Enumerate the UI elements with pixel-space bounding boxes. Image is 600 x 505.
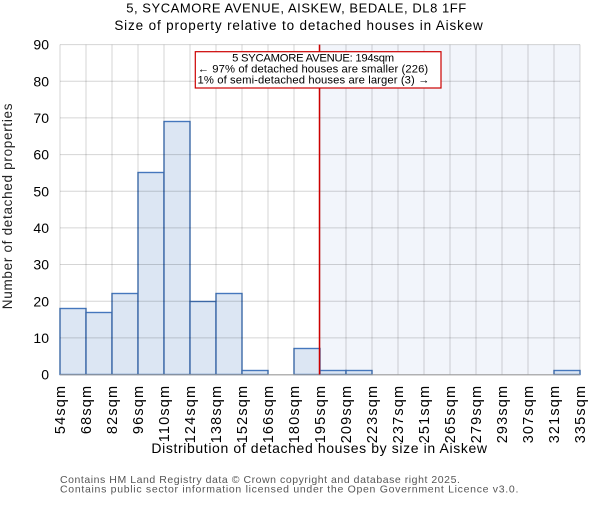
- svg-text:321sqm: 321sqm: [547, 385, 563, 444]
- svg-text:50: 50: [33, 183, 49, 199]
- svg-text:5, SYCAMORE AVENUE, AISKEW, BE: 5, SYCAMORE AVENUE, AISKEW, BEDALE, DL8 …: [126, 0, 467, 15]
- svg-text:10: 10: [33, 330, 49, 346]
- svg-text:30: 30: [33, 257, 49, 273]
- svg-text:80: 80: [33, 73, 49, 89]
- svg-text:265sqm: 265sqm: [443, 385, 459, 444]
- svg-text:40: 40: [33, 220, 49, 236]
- svg-text:152sqm: 152sqm: [235, 385, 251, 444]
- svg-text:82sqm: 82sqm: [105, 385, 121, 434]
- svg-text:Contains public sector informa: Contains public sector information licen…: [60, 484, 519, 496]
- svg-text:0: 0: [41, 367, 49, 383]
- svg-text:Number of detached properties: Number of detached properties: [0, 103, 15, 309]
- svg-text:166sqm: 166sqm: [261, 385, 277, 444]
- svg-text:195sqm: 195sqm: [313, 385, 329, 444]
- svg-text:138sqm: 138sqm: [209, 385, 225, 444]
- svg-text:209sqm: 209sqm: [339, 385, 355, 444]
- svg-text:60: 60: [33, 147, 49, 163]
- svg-text:5 SYCAMORE AVENUE: 194sqm: 5 SYCAMORE AVENUE: 194sqm: [232, 53, 394, 65]
- svg-text:Distribution of detached house: Distribution of detached houses by size …: [151, 440, 487, 456]
- svg-text:1% of semi-detached houses are: 1% of semi-detached houses are larger (3…: [198, 75, 430, 87]
- svg-text:Size of property relative to d: Size of property relative to detached ho…: [114, 18, 483, 33]
- svg-text:70: 70: [33, 110, 49, 126]
- svg-text:124sqm: 124sqm: [183, 385, 199, 444]
- svg-text:110sqm: 110sqm: [157, 385, 173, 442]
- svg-text:90: 90: [33, 37, 49, 53]
- svg-text:335sqm: 335sqm: [573, 385, 589, 444]
- svg-text:Contains HM Land Registry data: Contains HM Land Registry data © Crown c…: [60, 474, 460, 486]
- svg-text:96sqm: 96sqm: [131, 385, 147, 434]
- svg-text:279sqm: 279sqm: [469, 385, 485, 444]
- svg-text:20: 20: [33, 293, 49, 309]
- svg-text:180sqm: 180sqm: [287, 385, 303, 444]
- svg-text:68sqm: 68sqm: [79, 385, 95, 434]
- svg-text:237sqm: 237sqm: [391, 385, 407, 444]
- svg-text:307sqm: 307sqm: [521, 385, 537, 444]
- svg-text:293sqm: 293sqm: [495, 385, 511, 444]
- svg-text:54sqm: 54sqm: [53, 385, 69, 434]
- svg-text:← 97% of detached houses are s: ← 97% of detached houses are smaller (22…: [198, 64, 429, 76]
- svg-text:223sqm: 223sqm: [365, 385, 381, 444]
- svg-text:251sqm: 251sqm: [417, 385, 433, 444]
